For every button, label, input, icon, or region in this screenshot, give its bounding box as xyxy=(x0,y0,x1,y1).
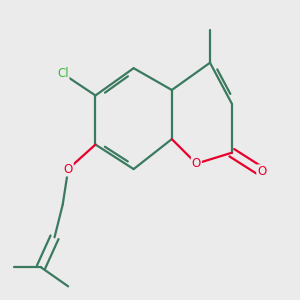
Text: Cl: Cl xyxy=(57,67,68,80)
Text: O: O xyxy=(64,163,73,176)
Text: O: O xyxy=(257,165,266,178)
Text: O: O xyxy=(192,157,201,170)
